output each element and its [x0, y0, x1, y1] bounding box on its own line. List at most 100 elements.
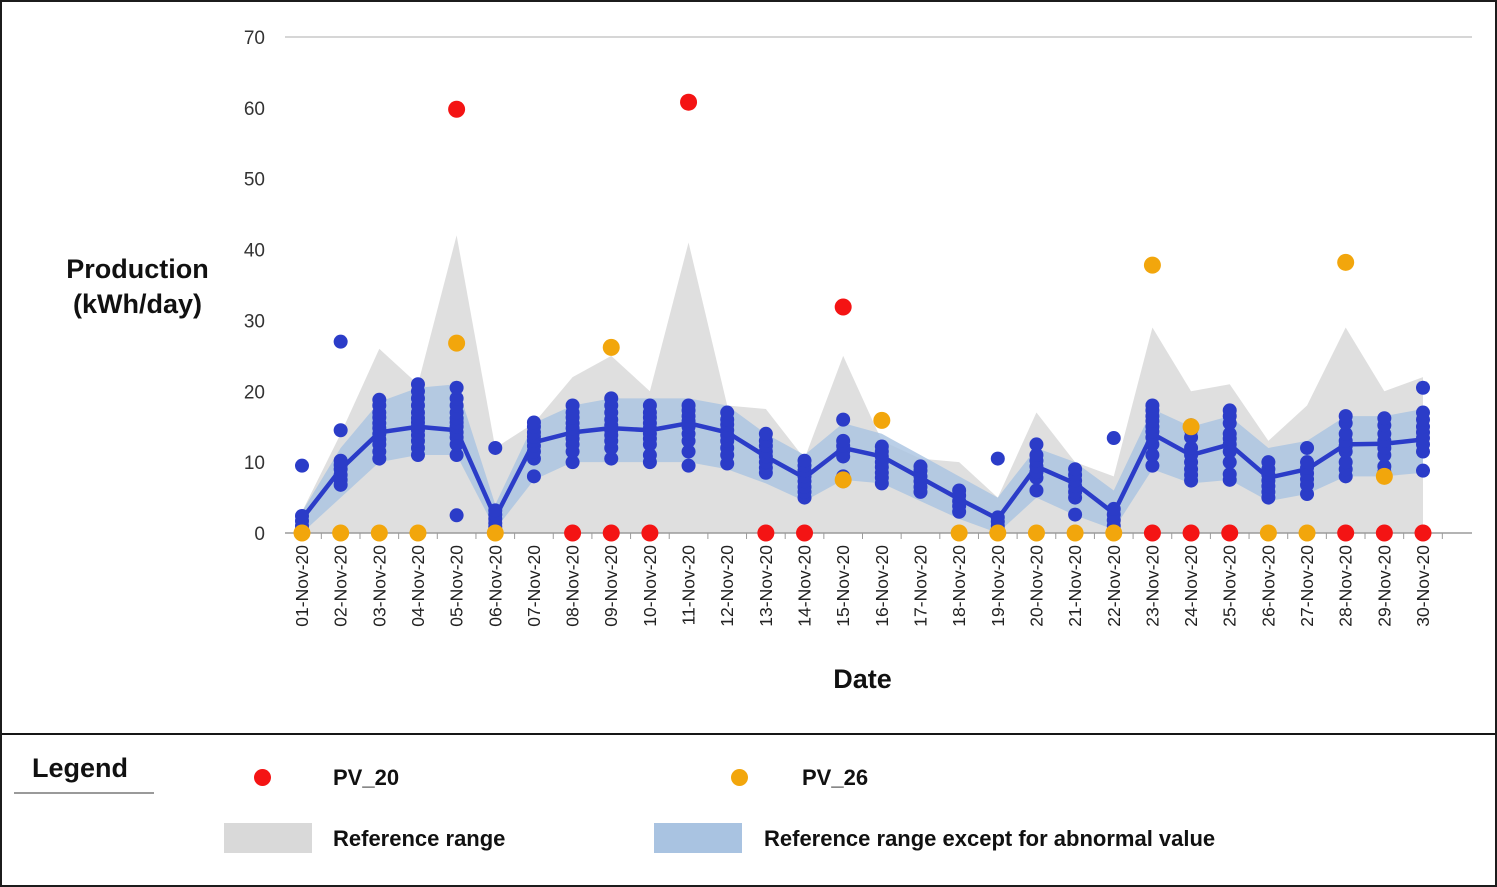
x-tick-label: 28-Nov-20: [1336, 545, 1356, 627]
x-tick-label: 03-Nov-20: [369, 545, 389, 627]
x-tick-label: 25-Nov-20: [1220, 545, 1240, 627]
pv20-point: [564, 524, 582, 542]
normal-unit-point: [1029, 437, 1044, 452]
legend-title: Legend: [14, 751, 155, 794]
pv26-point: [1182, 418, 1200, 436]
pv26-point: [989, 524, 1007, 542]
normal-unit-point: [758, 426, 773, 441]
normal-unit-point: [1029, 448, 1044, 463]
x-tick-label: 26-Nov-20: [1258, 545, 1278, 627]
pv20-point: [1375, 524, 1393, 542]
normal-unit-point: [604, 391, 619, 406]
normal-unit-point: [1300, 440, 1315, 455]
normal-unit-point: [449, 448, 464, 463]
pv26-point: [409, 524, 427, 542]
pv26-point: [1259, 524, 1277, 542]
y-tick-label: 60: [244, 99, 265, 120]
normal-unit-point: [1261, 455, 1276, 470]
y-tick-label: 40: [244, 241, 265, 262]
x-tick-label: 15-Nov-20: [833, 545, 853, 627]
normal-unit-point: [333, 453, 348, 468]
pv26-point: [1105, 524, 1123, 542]
normal-unit-point: [526, 415, 541, 430]
normal-unit-point: [681, 458, 696, 473]
normal-unit-point: [526, 469, 541, 484]
pv26-point: [1298, 524, 1316, 542]
pv26-point: [370, 524, 388, 542]
pv20-point: [1337, 524, 1355, 542]
x-axis-title: Date: [833, 664, 892, 694]
pv26-point: [1143, 256, 1161, 274]
y-tick-label: 30: [244, 311, 265, 332]
normal-unit-point: [295, 458, 309, 473]
normal-unit-point: [333, 334, 348, 349]
pv20-point: [680, 93, 698, 111]
x-tick-label: 24-Nov-20: [1181, 545, 1201, 627]
y-tick-label: 20: [244, 382, 265, 403]
pv20-point: [448, 100, 466, 118]
pv20-point: [796, 524, 814, 542]
pv26-point: [1027, 524, 1045, 542]
x-tick-label: 14-Nov-20: [795, 545, 815, 627]
normal-unit-point: [836, 412, 851, 427]
x-tick-label: 21-Nov-20: [1065, 545, 1085, 627]
normal-unit-point: [1029, 483, 1044, 498]
x-tick-label: 11-Nov-20: [679, 545, 699, 626]
pv20-legend-label: PV_20: [333, 765, 400, 790]
normal-unit-point: [836, 433, 851, 448]
normal-unit-point: [410, 377, 425, 392]
x-tick-label: 29-Nov-20: [1374, 545, 1394, 627]
normal-unit-point: [1300, 455, 1315, 470]
x-tick-label: 04-Nov-20: [408, 545, 428, 627]
production-chart: 0 10 20 30 40 50 60 70 01-Nov-20 02-Nov-20 03-Nov-…: [244, 28, 1472, 627]
pv26-point: [1066, 524, 1084, 542]
normal-unit-point: [565, 455, 580, 470]
y-axis-title-line1: Production: [66, 254, 209, 284]
normal-unit-point: [1416, 380, 1430, 395]
x-tick-label: 10-Nov-20: [640, 545, 660, 627]
normal-unit-point: [681, 398, 696, 413]
x-tick-label: 02-Nov-20: [331, 545, 351, 627]
pv26-point: [448, 334, 466, 352]
x-tick-label: 05-Nov-20: [447, 545, 467, 627]
normal-unit-point: [1338, 455, 1353, 470]
normal-unit-point: [990, 451, 1005, 466]
normal-unit-point: [681, 444, 696, 459]
normal-unit-point: [1106, 431, 1121, 446]
normal-unit-point: [449, 508, 464, 523]
x-tick-label: 20-Nov-20: [1026, 545, 1046, 627]
pv26-point: [1375, 467, 1393, 485]
y-tick-label: 70: [244, 28, 265, 49]
normal-unit-point: [797, 453, 812, 468]
normal-unit-point: [449, 391, 464, 406]
pv20-point: [1143, 524, 1161, 542]
y-axis-title-line2: (kWh/day): [72, 289, 202, 320]
normal-unit-point: [333, 423, 348, 438]
normal-unit-point: [1416, 405, 1430, 420]
normal-unit-point: [1145, 448, 1160, 463]
pv26-point: [332, 524, 350, 542]
pv20-point: [757, 524, 775, 542]
x-tick-label: 16-Nov-20: [872, 545, 892, 627]
normal-unit-point: [1416, 463, 1430, 478]
normal-unit-point: [1338, 426, 1353, 441]
normal-unit-point: [874, 439, 889, 454]
y-tick-label: 10: [244, 453, 265, 474]
pv26-legend-dot: [731, 769, 748, 786]
x-tick-label: 18-Nov-20: [949, 545, 969, 627]
pv26-legend-label: PV_26: [802, 765, 869, 790]
x-tick-label: 19-Nov-20: [988, 545, 1008, 627]
x-tick-label: 30-Nov-20: [1413, 545, 1433, 627]
x-tick-label: 08-Nov-20: [563, 545, 583, 627]
y-tick-label: 0: [254, 524, 265, 545]
normal-unit-point: [990, 510, 1005, 525]
normal-unit-point: [1377, 411, 1392, 426]
reference-range-legend-label: Reference range: [333, 826, 506, 851]
pv26-point: [950, 524, 968, 542]
x-tick-label: 13-Nov-20: [756, 545, 776, 627]
pv20-legend-dot: [254, 769, 271, 786]
normal-unit-point: [295, 508, 309, 523]
pv26-point: [602, 338, 620, 356]
pv20-point: [1221, 524, 1239, 542]
normal-unit-point: [1106, 501, 1121, 516]
